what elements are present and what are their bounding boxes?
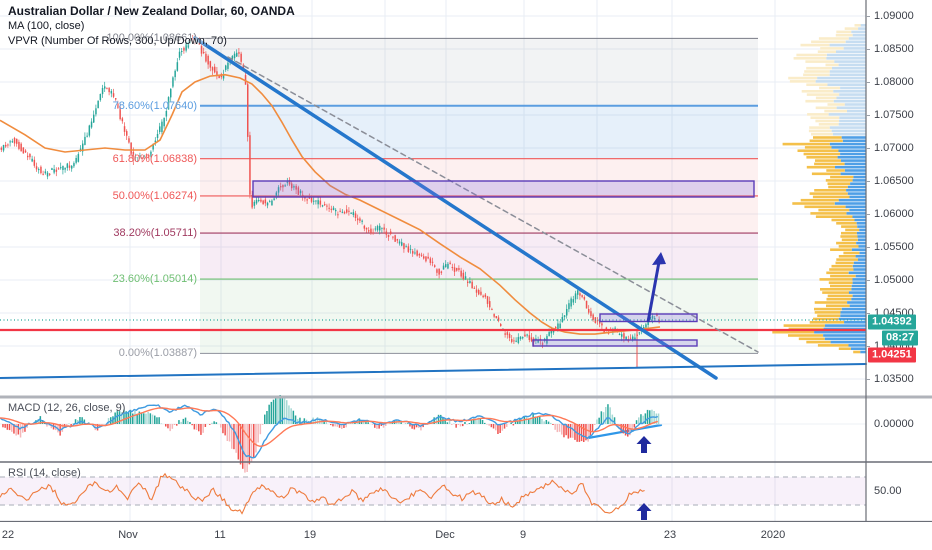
time-axis-label: 9 <box>519 529 527 541</box>
price-axis-label: 1.05500 <box>874 241 914 253</box>
rsi-up-arrow <box>636 503 652 520</box>
rsi-axis-value: 50.00 <box>874 485 902 497</box>
price-axis-tick <box>866 49 870 50</box>
fib-level-label: 0.00%(1.03887) <box>118 347 197 360</box>
fib-level-label: 23.60%(1.05014) <box>112 273 197 286</box>
macd-axis-value: 0.00000 <box>874 418 914 430</box>
price-axis-tick <box>866 313 870 314</box>
price-axis-tick <box>866 82 870 83</box>
price-axis-label: 1.03500 <box>874 373 914 385</box>
price-axis-tick <box>866 16 870 17</box>
price-axis-label: 1.09000 <box>874 10 914 22</box>
alert-badge: 1.04251 <box>868 347 916 363</box>
time-axis-label: 19 <box>303 529 317 541</box>
demand-zone-box <box>532 339 698 347</box>
macd-up-arrow <box>636 436 652 453</box>
time-axis-label: 23 <box>663 529 677 541</box>
fib-level-label: 38.20%(1.05711) <box>113 227 197 240</box>
time-axis[interactable]: 22 Nov 11 19 Dec 9 23 2020 <box>0 522 932 550</box>
price-axis-tick <box>866 148 870 149</box>
breakout-arrow <box>646 261 661 323</box>
time-axis-label: Dec <box>435 529 455 541</box>
price-axis-label: 1.07500 <box>874 109 914 121</box>
price-axis-tick <box>866 346 870 347</box>
fib-level-label: 50.00%(1.06274) <box>112 189 197 202</box>
rsi-legend[interactable]: RSI (14, close) <box>8 467 81 479</box>
indicator-vpvr-label[interactable]: VPVR (Number Of Rows, 300, Up/Down, 70) <box>8 35 227 47</box>
last-price-badge: 1.04392 <box>868 314 916 330</box>
price-axis-label: 1.06500 <box>874 175 914 187</box>
bottom-support-line <box>0 363 867 379</box>
supply-zone-box <box>252 180 755 198</box>
price-axis-label: 1.05000 <box>874 274 914 286</box>
macd-legend[interactable]: MACD (12, 26, close, 9) <box>8 402 126 414</box>
price-axis-tick <box>866 214 870 215</box>
price-axis-tick <box>866 181 870 182</box>
price-axis-tick <box>866 280 870 281</box>
price-axis-label: 1.08500 <box>874 43 914 55</box>
fib-level-label: 78.60%(1.07640) <box>112 99 197 112</box>
time-axis-label: Nov <box>118 529 138 541</box>
chart-legend: Australian Dollar / New Zealand Dollar, … <box>8 4 295 49</box>
price-axis[interactable]: 1.09000 1.08500 1.08000 1.07500 1.07000 1.065… <box>866 0 932 550</box>
price-axis-label: 1.08000 <box>874 76 914 88</box>
time-axis-label: 2020 <box>760 529 786 541</box>
time-axis-label: 11 <box>214 529 226 541</box>
price-axis-tick <box>866 115 870 116</box>
price-axis-label: 1.06000 <box>874 208 914 220</box>
time-axis-label: 22 <box>1 529 15 541</box>
parallel-dashed-line <box>227 56 759 353</box>
countdown-badge: 08:27 <box>882 330 919 346</box>
price-axis-label: 1.07000 <box>874 142 914 154</box>
fib-level-label: 100.00%(1.08661) <box>106 32 197 45</box>
price-axis-tick <box>866 247 870 248</box>
fib-level-label: 61.80%(1.06838) <box>112 152 197 165</box>
indicator-ma-label[interactable]: MA (100, close) <box>8 20 85 32</box>
symbol-title[interactable]: Australian Dollar / New Zealand Dollar, … <box>8 4 295 18</box>
price-axis-tick <box>866 379 870 380</box>
